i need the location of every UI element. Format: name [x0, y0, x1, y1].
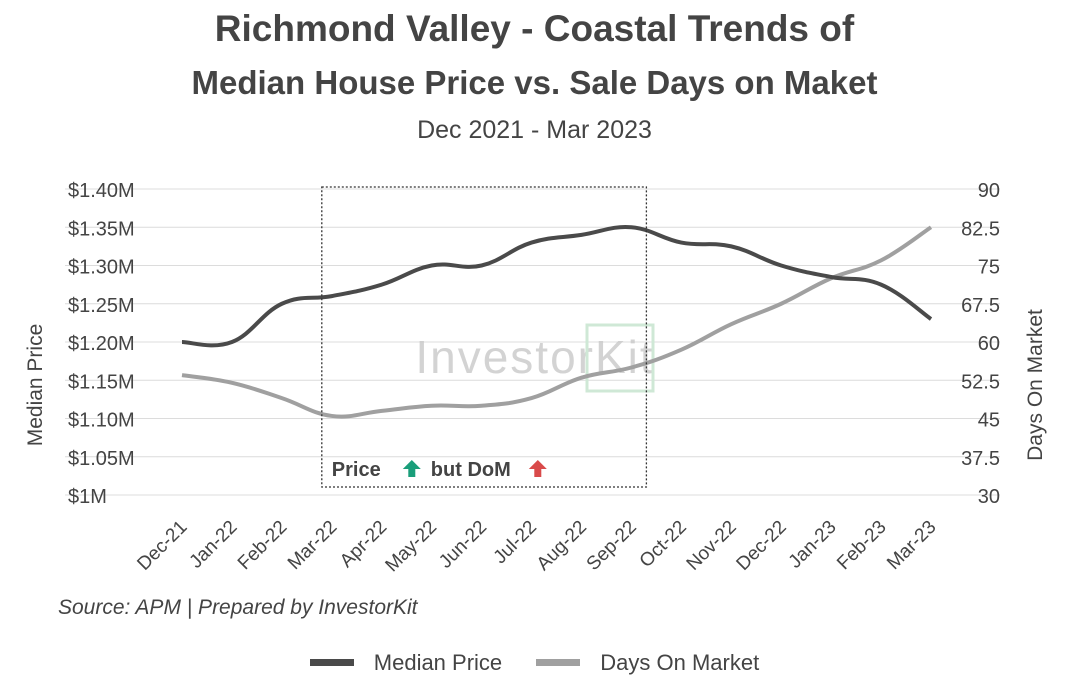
y-tick-label: $1.20M: [68, 333, 135, 355]
grid-lines: [65, 188, 1000, 496]
y-tick-label: $1.05M: [68, 448, 135, 470]
x-tick-label: Jan-23: [785, 517, 841, 573]
y-tick-label: $1.35M: [68, 218, 135, 240]
y-tick-label: $1M: [68, 486, 107, 508]
x-tick-label: Feb-22: [234, 517, 291, 574]
x-tick-label: Sep-22: [583, 517, 641, 575]
y-axis-left-label: Median Price: [24, 324, 47, 447]
y-tick-label: $1.25M: [68, 295, 135, 317]
legend-label-median-price: Median Price: [373, 649, 503, 675]
y-axis-right: 30 37.5 45 52.5 60 67.5 75 82.5 90: [961, 180, 1000, 508]
legend-item-days-on-market: Days On Market: [536, 650, 759, 676]
y2-tick-label: 90: [978, 180, 1000, 202]
x-tick-label: Aug-22: [533, 517, 591, 575]
legend-label-days-on-market: Days On Market: [600, 649, 760, 675]
legend-item-median-price: Median Price: [309, 649, 503, 676]
y2-tick-label: 67.5: [961, 295, 1000, 317]
x-axis: Dec-21Jan-22Feb-22Mar-22Apr-22May-22Jun-…: [133, 517, 940, 577]
arrow-up-red-icon: [528, 460, 547, 477]
legend-swatch-days-on-market: [536, 659, 581, 666]
source-note: Source: APM | Prepared by InvestorKit: [58, 596, 418, 619]
annotation-price-label: Price: [332, 459, 381, 481]
y-tick-label: $1.40M: [68, 180, 135, 202]
legend-swatch-median-price: [309, 659, 354, 666]
series-line-days-on-market: [181, 225, 933, 419]
y2-tick-label: 45: [978, 410, 1000, 432]
x-tick-label: May-22: [382, 517, 442, 577]
x-tick-label: Mar-23: [883, 517, 940, 574]
chart-title: Richmond Valley - Coastal Trends of: [214, 8, 855, 49]
x-tick-label: Nov-22: [683, 517, 741, 575]
y-axis-right-label: Days On Market: [1024, 309, 1047, 461]
y-tick-label: $1.10M: [68, 410, 135, 432]
watermark-box: [585, 323, 655, 393]
y2-tick-label: 75: [978, 257, 1000, 279]
arrow-up-green-icon: [402, 460, 421, 477]
watermark: InvestorKit: [415, 331, 654, 383]
annotation-text: Price but DoM: [332, 459, 547, 481]
y2-tick-label: 82.5: [961, 218, 1000, 240]
y2-tick-label: 60: [978, 333, 1000, 355]
chart-title-line2: Median House Price vs. Sale Days on Make…: [191, 64, 878, 101]
y2-tick-label: 30: [978, 486, 1000, 508]
y2-tick-label: 52.5: [961, 371, 1000, 393]
x-tick-label: Dec-21: [133, 517, 191, 575]
annotation-dom-label: but DoM: [431, 459, 511, 481]
x-tick-label: Mar-22: [284, 517, 341, 574]
y2-tick-label: 37.5: [961, 448, 1000, 470]
chart-subtitle: Dec 2021 - Mar 2023: [417, 116, 652, 144]
y-tick-label: $1.15M: [68, 371, 135, 393]
x-tick-label: Jun-22: [435, 517, 491, 573]
legend: Median Price Days On Market: [0, 646, 1069, 676]
series-line-median-price: [181, 225, 933, 348]
y-axis-left: $1M $1.05M $1.10M $1.15M $1.20M $1.25M $1.30M $…: [68, 180, 135, 508]
x-tick-label: Oct-22: [636, 517, 691, 572]
x-tick-label: Feb-23: [833, 517, 890, 574]
x-tick-label: Jan-22: [186, 517, 242, 573]
y-tick-label: $1.30M: [68, 257, 135, 279]
x-tick-label: Dec-22: [733, 517, 791, 575]
